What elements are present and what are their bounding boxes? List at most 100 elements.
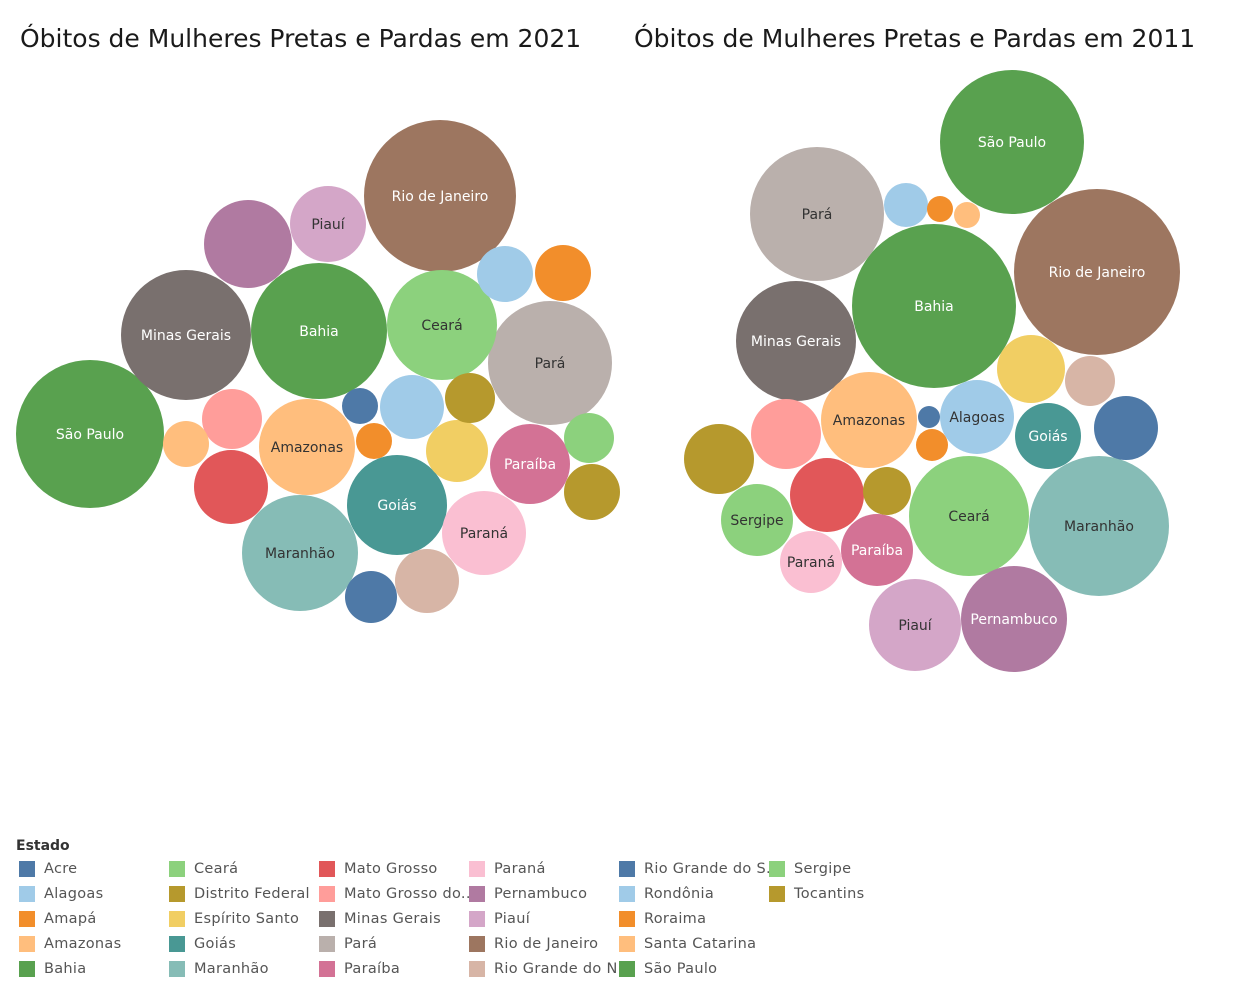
- bubble-sao-paulo[interactable]: [940, 70, 1084, 214]
- legend-swatch: [619, 886, 635, 902]
- bubble-paraiba[interactable]: [490, 424, 570, 504]
- bubble-bahia[interactable]: [251, 263, 387, 399]
- bubble-piaui[interactable]: [869, 579, 961, 671]
- bubble-minas-gerais[interactable]: [121, 270, 251, 400]
- legend-item[interactable]: Santa Catarina: [619, 933, 756, 955]
- bubble-chart-2011: Bahia Rio de Janeiro Maranhão São Paulo Pará…: [684, 70, 1180, 672]
- bubble-espirito-santo[interactable]: [997, 335, 1065, 403]
- bubble-rio-grande-do-sul[interactable]: [345, 571, 397, 623]
- legend-item[interactable]: Rio de Janeiro: [469, 933, 598, 955]
- legend-item[interactable]: Paraná: [469, 858, 546, 880]
- bubble-santa-catarina[interactable]: [163, 421, 209, 467]
- bubble-rio-de-janeiro[interactable]: [1014, 189, 1180, 355]
- bubble-pernambuco[interactable]: [961, 566, 1067, 672]
- bubble-amapa[interactable]: [535, 245, 591, 301]
- legend-item[interactable]: Tocantins: [769, 883, 864, 905]
- legend-swatch: [469, 861, 485, 877]
- bubble-mato-grosso-do-sul[interactable]: [202, 389, 262, 449]
- legend-label: Espírito Santo: [194, 911, 300, 927]
- legend-item[interactable]: Espírito Santo: [169, 908, 299, 930]
- bubble-parana[interactable]: [442, 491, 526, 575]
- bubble-sergipe[interactable]: [721, 484, 793, 556]
- bubble-bahia[interactable]: [852, 224, 1016, 388]
- bubble-para[interactable]: [488, 301, 612, 425]
- bubble-mato-grosso[interactable]: [790, 458, 864, 532]
- legend-item[interactable]: Roraima: [619, 908, 706, 930]
- legend-label: Roraima: [644, 911, 707, 927]
- bubble-sergipe[interactable]: [564, 413, 614, 463]
- legend-item[interactable]: Distrito Federal: [169, 883, 310, 905]
- bubble-label-paraiba: Paraíba: [504, 457, 556, 473]
- legend-item[interactable]: Pará: [319, 933, 377, 955]
- bubble-parana[interactable]: [780, 531, 842, 593]
- bubble-ceara[interactable]: [387, 270, 497, 380]
- bubble-pernambuco[interactable]: [204, 200, 292, 288]
- bubble-acre[interactable]: [342, 388, 378, 424]
- bubble-distrito-federal[interactable]: [445, 373, 495, 423]
- bubble-goias[interactable]: [347, 455, 447, 555]
- bubble-acre[interactable]: [918, 406, 940, 428]
- legend-item[interactable]: Ceará: [169, 858, 238, 880]
- bubble-santa-catarina[interactable]: [954, 202, 980, 228]
- legend-swatch: [469, 911, 485, 927]
- bubble-distrito-federal[interactable]: [684, 424, 754, 494]
- legend-label: Paraíba: [344, 961, 401, 977]
- legend-swatch: [19, 861, 35, 877]
- legend-item[interactable]: Rio Grande do N..: [469, 958, 627, 980]
- legend-item[interactable]: Mato Grosso do..: [319, 883, 471, 905]
- legend-item[interactable]: São Paulo: [619, 958, 717, 980]
- legend-swatch: [769, 861, 785, 877]
- legend-label: Sergipe: [794, 861, 852, 877]
- legend-item[interactable]: Minas Gerais: [319, 908, 441, 930]
- bubble-paraiba[interactable]: [841, 514, 913, 586]
- bubble-roraima[interactable]: [356, 423, 392, 459]
- bubble-amapa[interactable]: [927, 196, 953, 222]
- legend-item[interactable]: Goiás: [169, 933, 236, 955]
- legend-label: Pernambuco: [494, 886, 588, 902]
- bubble-rio-grande-do-norte[interactable]: [1065, 356, 1115, 406]
- bubble-roraima[interactable]: [916, 429, 948, 461]
- bubble-mato-grosso[interactable]: [194, 450, 268, 524]
- legend-item[interactable]: Pernambuco: [469, 883, 587, 905]
- bubble-rondonia[interactable]: [477, 246, 533, 302]
- bubble-label-sao-paulo: São Paulo: [56, 427, 124, 443]
- bubble-alagoas[interactable]: [380, 375, 444, 439]
- legend-swatch: [619, 911, 635, 927]
- bubble-alagoas[interactable]: [940, 380, 1014, 454]
- legend-item[interactable]: Amazonas: [19, 933, 121, 955]
- bubble-rio-grande-do-sul[interactable]: [1094, 396, 1158, 460]
- legend-item[interactable]: Bahia: [19, 958, 86, 980]
- bubble-tocantins[interactable]: [863, 467, 911, 515]
- legend-item[interactable]: Sergipe: [769, 858, 851, 880]
- bubble-para[interactable]: [750, 147, 884, 281]
- legend-swatch: [169, 911, 185, 927]
- bubble-goias[interactable]: [1015, 403, 1081, 469]
- legend-label: Distrito Federal: [194, 886, 310, 902]
- bubble-rio-de-janeiro[interactable]: [364, 120, 516, 272]
- legend-item[interactable]: Mato Grosso: [319, 858, 438, 880]
- bubble-mato-grosso-do-sul[interactable]: [751, 399, 821, 469]
- bubble-espirito-santo[interactable]: [426, 420, 488, 482]
- legend-swatch: [319, 886, 335, 902]
- bubble-tocantins[interactable]: [564, 464, 620, 520]
- legend-item[interactable]: Rondônia: [619, 883, 714, 905]
- legend-item[interactable]: Alagoas: [19, 883, 103, 905]
- legend-label: Paraná: [494, 861, 546, 877]
- bubble-rio-grande-do-norte[interactable]: [395, 549, 459, 613]
- bubble-amazonas[interactable]: [259, 399, 355, 495]
- legend-swatch: [469, 886, 485, 902]
- bubble-sao-paulo[interactable]: [16, 360, 164, 508]
- bubble-minas-gerais[interactable]: [736, 281, 856, 401]
- legend-item[interactable]: Piauí: [469, 908, 530, 930]
- legend-item[interactable]: Acre: [19, 858, 77, 880]
- bubble-amazonas[interactable]: [821, 372, 917, 468]
- bubble-rondonia[interactable]: [884, 183, 928, 227]
- bubble-maranhao[interactable]: [242, 495, 358, 611]
- legend-item[interactable]: Paraíba: [319, 958, 400, 980]
- legend-item[interactable]: Maranhão: [169, 958, 269, 980]
- bubble-piaui[interactable]: [290, 186, 366, 262]
- bubble-ceara[interactable]: [909, 456, 1029, 576]
- legend-item[interactable]: Amapá: [19, 908, 97, 930]
- bubble-maranhao[interactable]: [1029, 456, 1169, 596]
- legend-item[interactable]: Rio Grande do S..: [619, 858, 776, 880]
